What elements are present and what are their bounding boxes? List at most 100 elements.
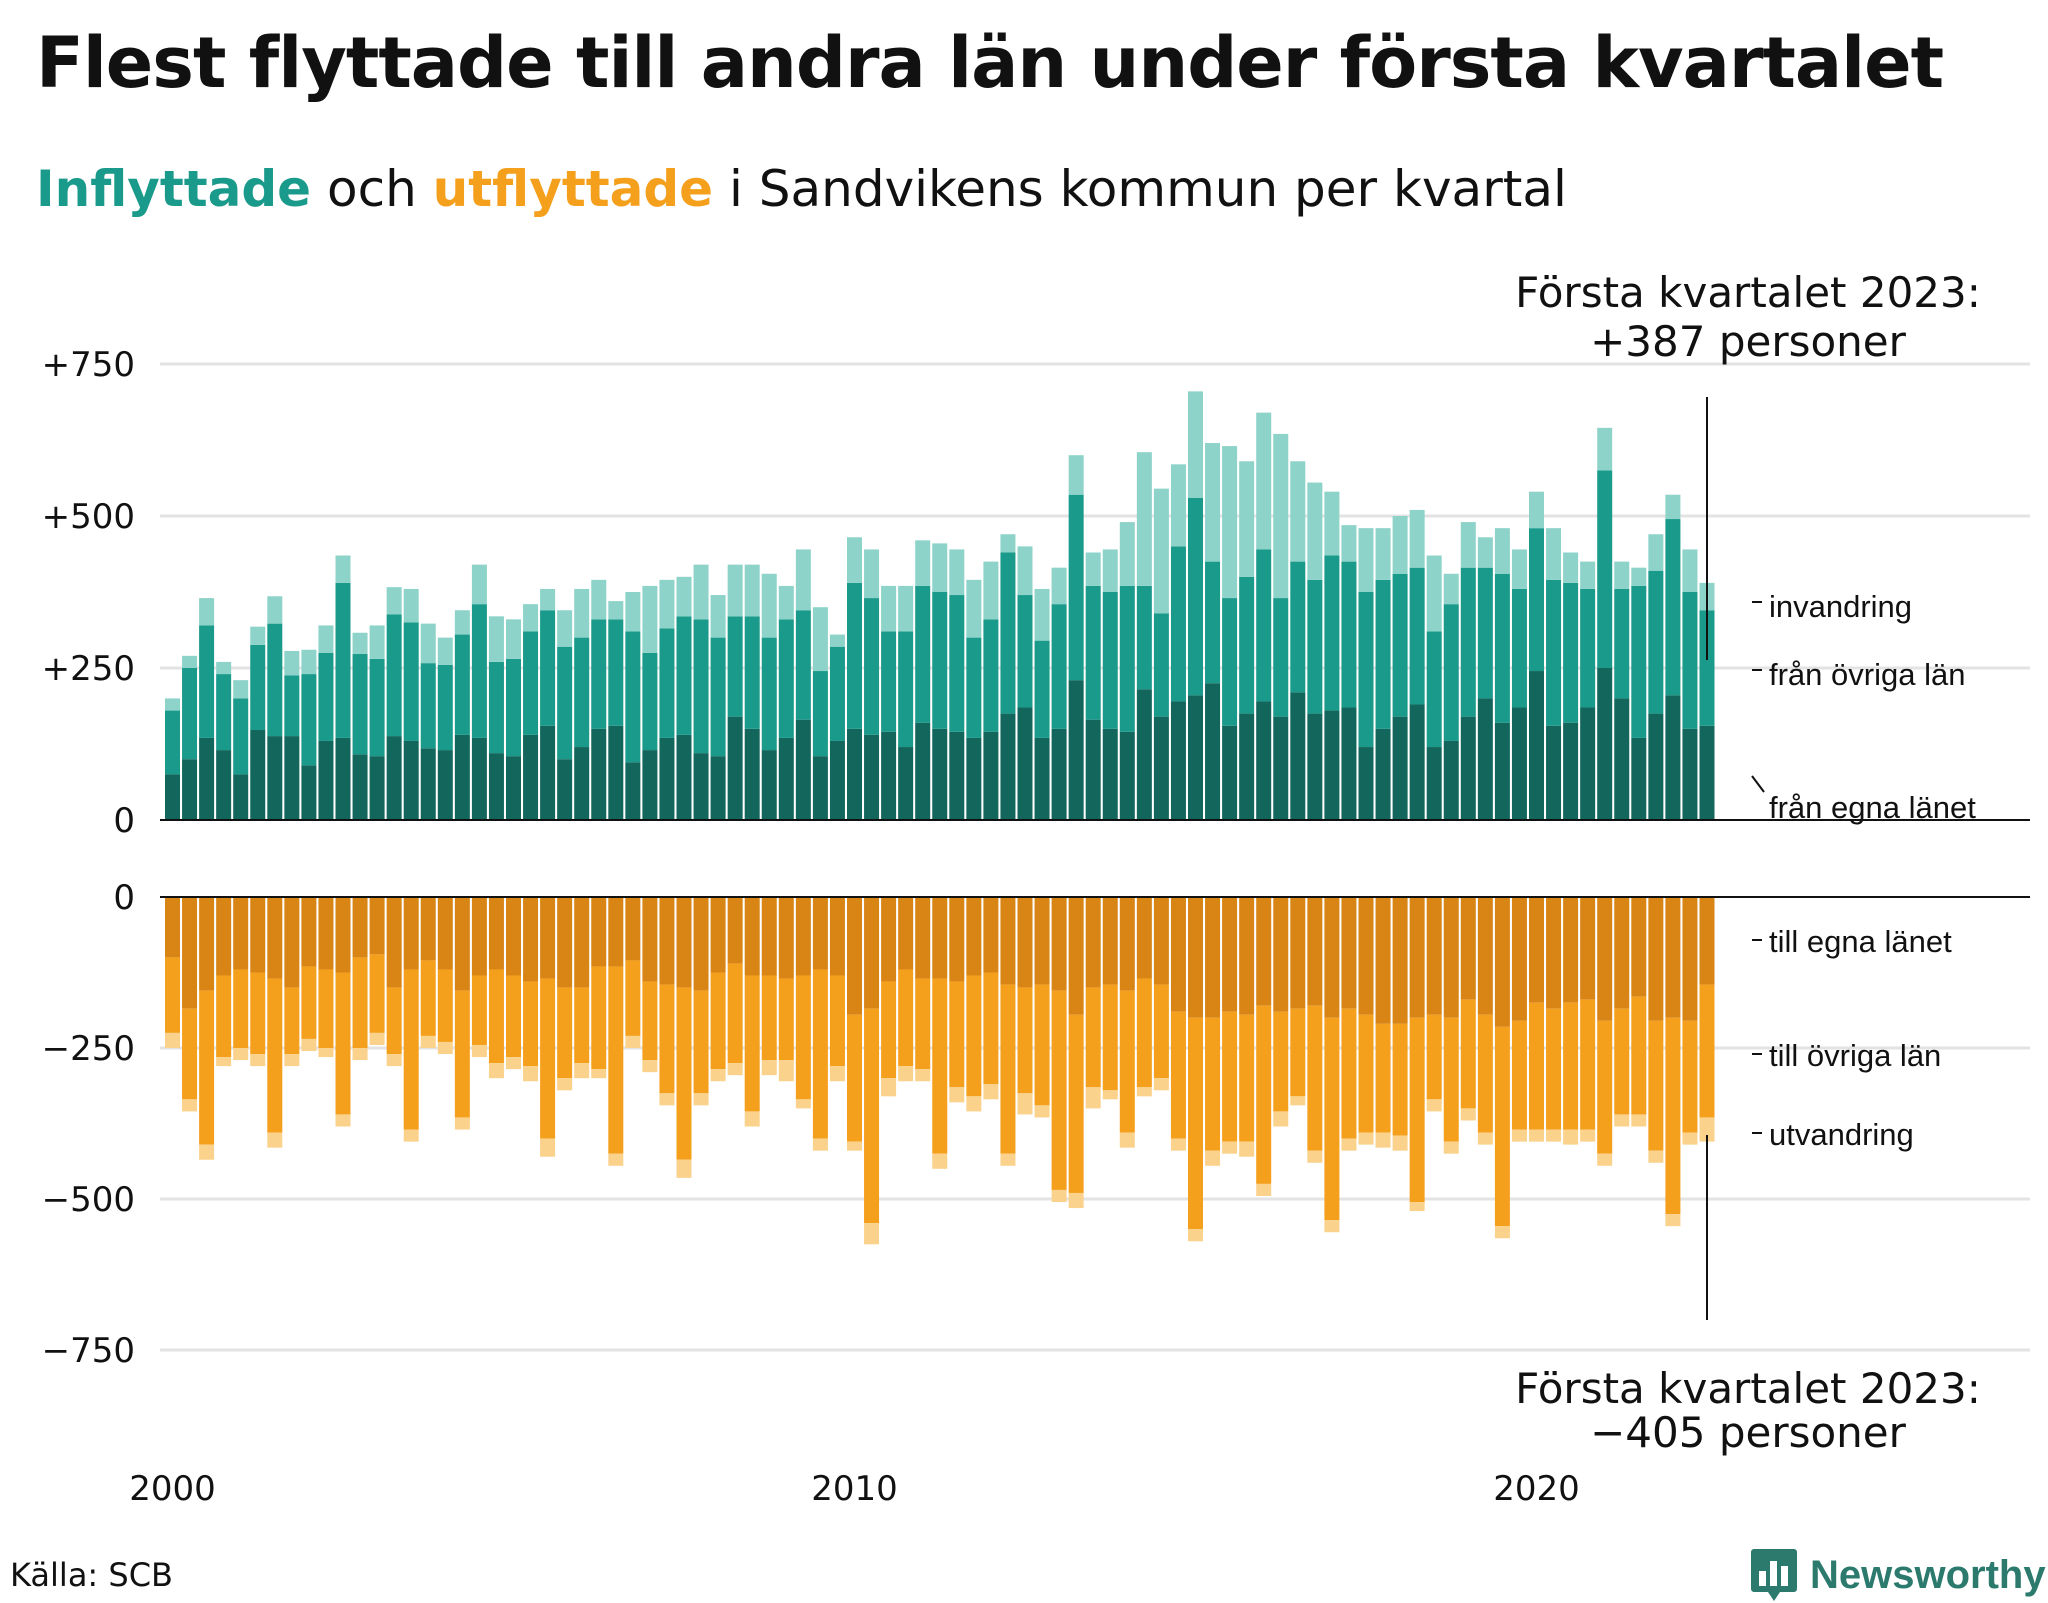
series-label-out: utvandring	[1769, 1117, 1914, 1152]
bar-in-invandring	[1563, 552, 1579, 583]
bar-in-egna	[1597, 668, 1613, 820]
bar-in-egna	[1426, 747, 1442, 820]
bar-in-ovriga	[1153, 613, 1169, 717]
bar-in-ovriga	[1051, 604, 1067, 729]
bar-in-ovriga	[352, 654, 368, 755]
bar-out-egna	[1222, 897, 1238, 1012]
bar-in-invandring	[1665, 494, 1681, 520]
bar-in-invandring	[471, 564, 487, 605]
y-tick-label-in: +750	[42, 345, 135, 385]
bar-out-utvandring	[1239, 1141, 1255, 1157]
bar-in-invandring	[1222, 446, 1238, 599]
subtitle-utflyttade: utflyttade	[432, 160, 714, 218]
bar-out-egna	[1017, 897, 1033, 988]
annotation-out-line2: −405 personer	[1590, 1408, 1907, 1457]
series-label-in: från övriga län	[1769, 657, 1965, 692]
bar-out-utvandring	[761, 1060, 777, 1076]
x-tick-label: 2000	[129, 1469, 216, 1509]
bar-in-ovriga	[233, 698, 249, 775]
bar-in-invandring	[778, 585, 794, 620]
bar-in-ovriga	[1000, 552, 1016, 714]
bar-in-ovriga	[1290, 561, 1306, 693]
bar-out-egna	[1443, 897, 1459, 1018]
bar-out-utvandring	[625, 1035, 641, 1048]
chart-subtitle: Inflyttade och utflyttade i Sandvikens k…	[36, 160, 1567, 218]
bar-out-ovriga	[1682, 1020, 1698, 1133]
bar-out-utvandring	[744, 1111, 760, 1127]
bar-out-ovriga	[1324, 1017, 1340, 1221]
bar-in-egna	[778, 737, 794, 820]
bar-out-egna	[1392, 897, 1408, 1024]
bar-in-ovriga	[1085, 585, 1101, 720]
bar-in-ovriga	[250, 644, 266, 731]
bar-out-utvandring	[812, 1138, 828, 1151]
bar-out-ovriga	[1358, 1014, 1374, 1133]
bar-out-utvandring	[1136, 1087, 1152, 1097]
series-label-in: invandring	[1769, 589, 1912, 624]
bar-in-invandring	[1494, 528, 1510, 574]
bar-in-egna	[693, 753, 709, 820]
bar-in-invandring	[199, 598, 215, 626]
bar-in-egna	[454, 734, 470, 820]
bar-out-utvandring	[523, 1066, 539, 1082]
bar-out-ovriga	[403, 969, 419, 1130]
subtitle-inflyttade: Inflyttade	[36, 160, 312, 218]
bar-out-utvandring	[1290, 1096, 1306, 1106]
bar-out-egna	[1648, 897, 1664, 1021]
bar-in-ovriga	[1375, 579, 1391, 729]
bar-in-invandring	[1460, 522, 1476, 568]
bar-in-egna	[318, 740, 334, 820]
bar-out-egna	[1580, 897, 1596, 1000]
bar-in-invandring	[1119, 522, 1135, 586]
bar-in-invandring	[506, 619, 521, 659]
bar-out-ovriga	[761, 975, 777, 1061]
bar-out-egna	[454, 897, 470, 991]
utflyttade-bars	[165, 897, 1715, 1245]
bar-in-egna	[369, 756, 385, 820]
bar-out-egna	[744, 897, 760, 976]
bar-in-invandring	[523, 604, 539, 632]
bar-out-utvandring	[1000, 1153, 1016, 1166]
bar-in-ovriga	[420, 663, 436, 749]
bar-out-egna	[335, 897, 351, 973]
bar-in-ovriga	[642, 652, 658, 751]
bar-in-invandring	[1188, 391, 1203, 498]
bar-out-utvandring	[437, 1041, 453, 1055]
bar-in-invandring	[881, 585, 897, 632]
bar-out-ovriga	[949, 981, 965, 1088]
bar-out-egna	[1085, 897, 1101, 988]
bar-in-invandring	[642, 585, 658, 653]
bar-out-ovriga	[1051, 990, 1067, 1190]
bar-out-egna	[1597, 897, 1613, 1021]
bar-out-ovriga	[591, 966, 607, 1070]
bar-out-egna	[642, 897, 658, 982]
bar-in-ovriga	[1580, 588, 1596, 708]
bar-in-invandring	[1409, 509, 1425, 568]
bar-in-egna	[1375, 728, 1391, 820]
bar-in-egna	[1614, 698, 1630, 820]
bar-in-invandring	[1682, 549, 1698, 592]
bar-in-egna	[1034, 737, 1050, 820]
bar-out-utvandring	[1375, 1132, 1391, 1148]
bar-in-ovriga	[1102, 592, 1118, 729]
bar-out-egna	[966, 897, 982, 976]
bar-out-utvandring	[1392, 1135, 1408, 1151]
bar-in-ovriga	[591, 619, 607, 729]
bar-out-ovriga	[557, 987, 573, 1079]
bar-out-ovriga	[1477, 1014, 1493, 1133]
bar-in-ovriga	[1034, 640, 1050, 738]
bar-out-ovriga	[727, 963, 743, 1064]
bar-in-egna	[1324, 710, 1340, 820]
bar-out-egna	[523, 897, 539, 982]
bar-in-egna	[1682, 728, 1698, 820]
bar-in-egna	[1631, 737, 1647, 820]
bar-in-egna	[1665, 695, 1681, 820]
bar-in-invandring	[1358, 528, 1374, 592]
bar-out-egna	[369, 897, 385, 955]
brand-name: Newsworthy	[1810, 1552, 2046, 1597]
bar-out-utvandring	[608, 1153, 624, 1166]
bar-in-invandring	[1017, 546, 1033, 596]
series-leader-in	[1751, 775, 1765, 793]
bar-in-invandring	[744, 564, 760, 617]
bar-out-utvandring	[301, 1038, 317, 1052]
